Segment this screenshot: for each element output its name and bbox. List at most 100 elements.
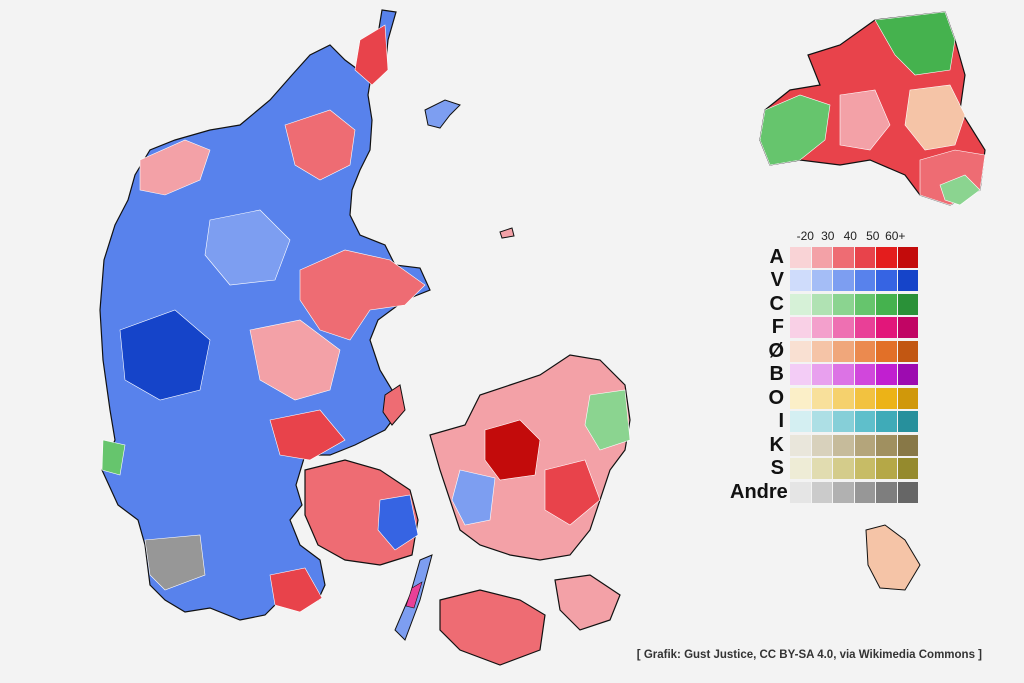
region-south-red xyxy=(269,567,323,613)
legend-swatch xyxy=(854,246,875,268)
region-inset-green-se xyxy=(939,174,981,206)
legend-swatch xyxy=(790,458,811,479)
legend-swatch xyxy=(854,481,875,503)
legend-swatch xyxy=(876,340,897,362)
legend-party-label: I xyxy=(778,410,784,432)
legend-swatch xyxy=(897,293,918,315)
region-falster xyxy=(554,574,621,631)
region-inset-pink xyxy=(839,89,891,151)
legend-swatch xyxy=(811,481,832,503)
legend-header-3: 50 xyxy=(866,229,880,243)
legend-row: Ø xyxy=(730,340,918,362)
legend-row: I xyxy=(730,410,918,433)
legend-swatch xyxy=(833,340,854,362)
legend-swatch xyxy=(811,246,832,268)
region-lolland xyxy=(439,589,546,666)
region-funen-blue xyxy=(377,494,419,551)
region-aalborg-red xyxy=(284,109,356,181)
legend-row: S xyxy=(730,457,918,480)
legend-row: C xyxy=(730,293,918,315)
legend-swatch xyxy=(833,317,854,338)
legend-swatch xyxy=(833,364,854,385)
legend-swatch xyxy=(876,246,897,268)
legend-swatch xyxy=(876,387,897,409)
legend-swatch xyxy=(897,364,918,385)
legend-swatch xyxy=(811,434,832,456)
legend-swatch xyxy=(897,270,918,291)
legend-swatch xyxy=(811,387,832,409)
legend-swatch xyxy=(790,317,811,338)
region-bornholm-placeholder xyxy=(865,524,921,591)
legend-swatch xyxy=(854,434,875,456)
legend-swatch xyxy=(897,458,918,479)
legend-swatch xyxy=(811,293,832,315)
legend-swatch xyxy=(790,387,811,409)
legend-swatch xyxy=(854,458,875,479)
legend-swatch xyxy=(811,458,832,479)
region-samso xyxy=(382,384,406,426)
legend-swatch xyxy=(897,317,918,338)
legend-swatch xyxy=(876,293,897,315)
legend-swatch xyxy=(833,293,854,315)
legend-swatch xyxy=(790,434,811,456)
region-aarhus-red xyxy=(249,319,341,401)
legend-swatch xyxy=(854,387,875,409)
legend-party-label: V xyxy=(770,269,784,291)
legend: -20 30 40 50 60+ A V C F Ø B O I K S Andre xyxy=(730,229,945,504)
legend-swatch xyxy=(811,364,832,385)
image-credit: [ Grafik: Gust Justice, CC BY-SA 4.0, vi… xyxy=(636,649,982,661)
legend-swatch xyxy=(897,387,918,409)
region-zealand-blue xyxy=(451,469,496,526)
region-east-red xyxy=(299,249,426,341)
region-laeso xyxy=(424,99,461,129)
legend-swatch xyxy=(854,317,875,338)
legend-swatch xyxy=(876,364,897,385)
legend-swatch xyxy=(854,411,875,432)
legend-swatch xyxy=(811,317,832,338)
legend-swatch xyxy=(833,434,854,456)
region-west-green xyxy=(101,439,126,476)
legend-swatch xyxy=(833,246,854,268)
region-central-blue-light xyxy=(204,209,291,286)
legend-swatch xyxy=(876,458,897,479)
legend-swatch xyxy=(897,434,918,456)
legend-row: B xyxy=(730,363,918,386)
legend-swatch xyxy=(854,270,875,291)
region-langeland-pink xyxy=(405,581,423,609)
legend-swatch xyxy=(811,340,832,362)
legend-swatch xyxy=(790,411,811,432)
legend-swatch xyxy=(833,481,854,503)
region-inset-peach xyxy=(904,84,966,151)
legend-swatch xyxy=(854,340,875,362)
region-zealand-green xyxy=(584,389,631,451)
legend-swatch xyxy=(876,411,897,432)
legend-swatch xyxy=(876,434,897,456)
legend-swatch xyxy=(876,481,897,503)
region-zealand-darkred xyxy=(484,419,541,481)
region-inset-green-w xyxy=(759,94,831,166)
region-zealand-red xyxy=(544,459,601,526)
legend-header-4: 60+ xyxy=(885,229,906,243)
legend-swatch xyxy=(833,387,854,409)
region-northwest-red xyxy=(139,139,211,196)
legend-party-label: A xyxy=(769,245,784,268)
legend-party-label: K xyxy=(769,433,784,456)
legend-header: -20 30 40 50 60+ xyxy=(794,229,907,245)
legend-swatch xyxy=(811,411,832,432)
legend-header-2: 40 xyxy=(843,229,857,243)
region-vejle-red xyxy=(269,409,346,461)
region-anholt xyxy=(499,227,515,239)
legend-party-label: S xyxy=(770,457,784,479)
legend-swatch xyxy=(897,411,918,432)
legend-row: O xyxy=(730,387,918,409)
legend-row: A xyxy=(730,246,918,268)
legend-swatch xyxy=(854,293,875,315)
legend-swatch xyxy=(811,270,832,291)
legend-swatch xyxy=(790,293,811,315)
legend-swatch xyxy=(790,364,811,385)
legend-swatch xyxy=(833,458,854,479)
legend-swatch xyxy=(833,270,854,291)
legend-swatch xyxy=(790,246,811,268)
region-south-grey xyxy=(144,534,206,591)
